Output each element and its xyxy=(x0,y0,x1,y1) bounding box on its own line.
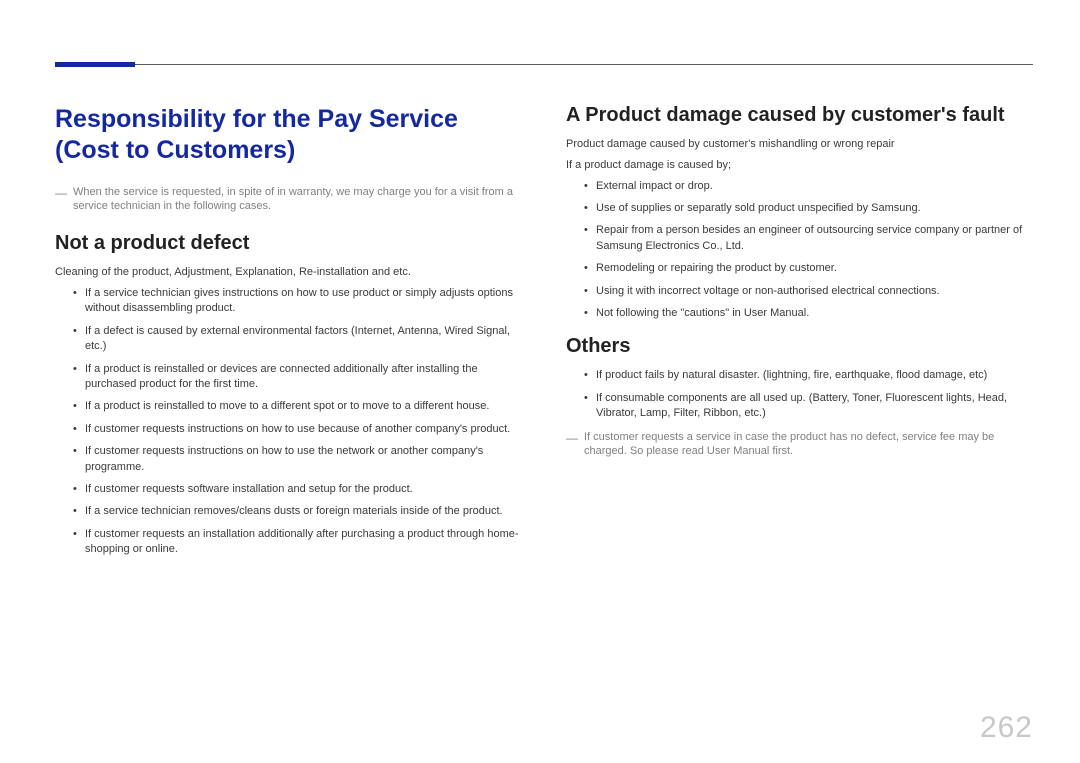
main-title: Responsibility for the Pay Service (Cost… xyxy=(55,104,522,167)
page-number: 262 xyxy=(980,711,1033,745)
title-line-1: Responsibility for the Pay Service xyxy=(55,105,458,133)
list-item: If product fails by natural disaster. (l… xyxy=(584,368,1033,383)
list-item: If customer requests software installati… xyxy=(73,482,522,497)
section-not-defect-list: If a service technician gives instructio… xyxy=(55,286,522,557)
list-item: If customer requests instructions on how… xyxy=(73,422,522,437)
list-item: Remodeling or repairing the product by c… xyxy=(584,261,1033,276)
top-accent-bar xyxy=(55,62,135,67)
section-others-note: If customer requests a service in case t… xyxy=(566,430,1033,460)
warranty-note: When the service is requested, in spite … xyxy=(55,185,522,215)
section-damage-intro-1: Product damage caused by customer's mish… xyxy=(566,137,1033,152)
top-rule xyxy=(55,64,1033,65)
list-item: If customer requests an installation add… xyxy=(73,527,522,558)
list-item: If a product is reinstalled to move to a… xyxy=(73,399,522,414)
page-content: Responsibility for the Pay Service (Cost… xyxy=(55,90,1033,733)
title-line-2: (Cost to Customers) xyxy=(55,136,295,164)
section-others-heading: Others xyxy=(566,335,1033,358)
section-not-defect-intro: Cleaning of the product, Adjustment, Exp… xyxy=(55,265,522,280)
section-damage-list: External impact or drop. Use of supplies… xyxy=(566,179,1033,322)
list-item: Using it with incorrect voltage or non-a… xyxy=(584,284,1033,299)
list-item: Not following the "cautions" in User Man… xyxy=(584,306,1033,321)
list-item: If a product is reinstalled or devices a… xyxy=(73,362,522,393)
section-not-defect-heading: Not a product defect xyxy=(55,232,522,255)
list-item: If consumable components are all used up… xyxy=(584,391,1033,422)
list-item: External impact or drop. xyxy=(584,179,1033,194)
section-damage-heading: A Product damage caused by customer's fa… xyxy=(566,104,1033,127)
list-item: If a defect is caused by external enviro… xyxy=(73,324,522,355)
list-item: If a service technician removes/cleans d… xyxy=(73,504,522,519)
right-column: A Product damage caused by customer's fa… xyxy=(566,90,1033,733)
section-others-list: If product fails by natural disaster. (l… xyxy=(566,368,1033,421)
list-item: Use of supplies or separatly sold produc… xyxy=(584,201,1033,216)
left-column: Responsibility for the Pay Service (Cost… xyxy=(55,90,522,733)
list-item: If customer requests instructions on how… xyxy=(73,444,522,475)
list-item: Repair from a person besides an engineer… xyxy=(584,223,1033,254)
section-damage-intro-2: If a product damage is caused by; xyxy=(566,158,1033,173)
list-item: If a service technician gives instructio… xyxy=(73,286,522,317)
